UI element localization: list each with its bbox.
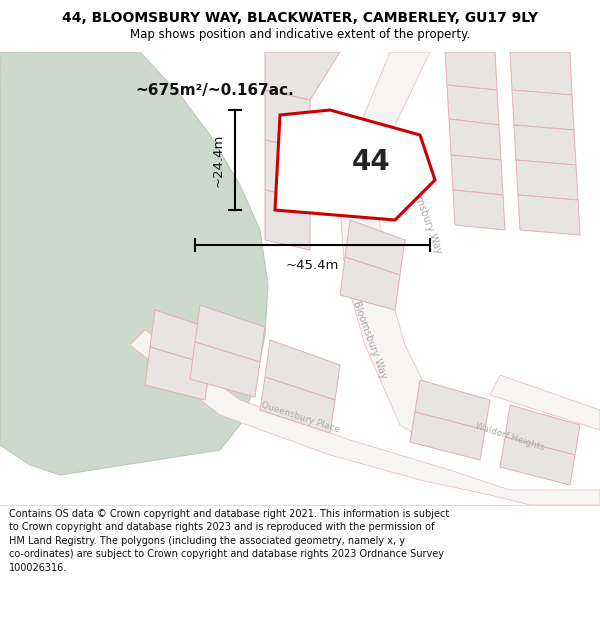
Polygon shape <box>190 342 260 397</box>
Polygon shape <box>512 90 574 130</box>
Text: ~675m²/~0.167ac.: ~675m²/~0.167ac. <box>136 82 295 98</box>
Text: ~45.4m: ~45.4m <box>286 259 339 272</box>
Polygon shape <box>130 330 600 505</box>
Polygon shape <box>514 125 576 165</box>
Polygon shape <box>195 305 265 362</box>
Polygon shape <box>510 52 572 95</box>
Polygon shape <box>265 340 340 400</box>
Polygon shape <box>410 412 485 460</box>
Text: ~24.4m: ~24.4m <box>212 133 225 187</box>
Polygon shape <box>260 377 335 433</box>
Polygon shape <box>518 195 580 235</box>
Polygon shape <box>275 110 435 220</box>
Polygon shape <box>345 220 405 275</box>
Polygon shape <box>150 310 215 365</box>
Polygon shape <box>447 85 499 125</box>
Text: Map shows position and indicative extent of the property.: Map shows position and indicative extent… <box>130 28 470 41</box>
Polygon shape <box>500 437 575 485</box>
Polygon shape <box>340 257 400 310</box>
Text: Bloomsbury Way: Bloomsbury Way <box>406 175 444 255</box>
Text: Bloomsbury Way: Bloomsbury Way <box>351 300 389 380</box>
Polygon shape <box>340 52 480 450</box>
Polygon shape <box>490 375 600 430</box>
Polygon shape <box>449 119 501 160</box>
Polygon shape <box>145 347 210 400</box>
Polygon shape <box>505 405 580 455</box>
Polygon shape <box>451 155 503 195</box>
Polygon shape <box>265 190 310 250</box>
Text: Waldorf Heights: Waldorf Heights <box>474 421 546 452</box>
Polygon shape <box>0 52 268 475</box>
Polygon shape <box>265 90 310 150</box>
Text: 44, BLOOMSBURY WAY, BLACKWATER, CAMBERLEY, GU17 9LY: 44, BLOOMSBURY WAY, BLACKWATER, CAMBERLE… <box>62 11 538 26</box>
Polygon shape <box>453 190 505 230</box>
Text: Contains OS data © Crown copyright and database right 2021. This information is : Contains OS data © Crown copyright and d… <box>9 509 449 573</box>
Polygon shape <box>445 52 497 90</box>
Text: Queensbury Place: Queensbury Place <box>260 400 340 434</box>
Polygon shape <box>265 52 340 100</box>
Polygon shape <box>415 380 490 430</box>
Polygon shape <box>265 140 310 200</box>
Polygon shape <box>516 160 578 200</box>
Text: 44: 44 <box>352 148 390 176</box>
